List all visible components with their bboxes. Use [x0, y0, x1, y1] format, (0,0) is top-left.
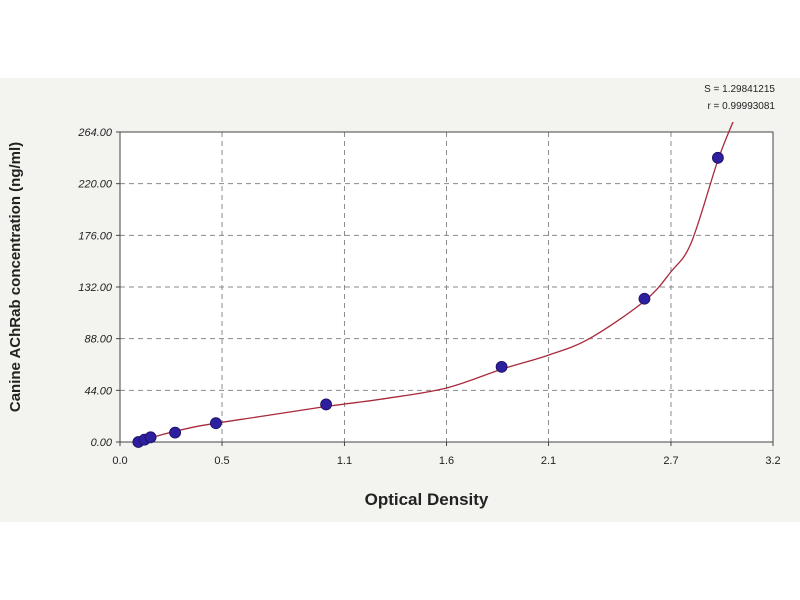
- stat-r-value: r = 0.99993081: [707, 101, 775, 112]
- data-point: [320, 398, 333, 411]
- x-tick-label: 3.2: [765, 455, 780, 467]
- x-tick-label: 0.5: [214, 455, 229, 467]
- x-tick-label: 2.7: [663, 455, 678, 467]
- data-point: [638, 292, 651, 305]
- x-tick-label: 2.1: [541, 455, 556, 467]
- y-tick-label: 132.00: [78, 282, 113, 294]
- y-tick-label: 264.00: [77, 127, 113, 139]
- data-point: [144, 431, 157, 444]
- data-point: [210, 417, 222, 430]
- data-point: [712, 151, 724, 164]
- y-tick-label: 44.00: [84, 385, 112, 397]
- data-point: [495, 360, 508, 373]
- y-tick-label: 0.00: [91, 437, 113, 449]
- x-tick-label: 0.0: [112, 455, 127, 467]
- x-tick-label: 1.1: [337, 455, 352, 467]
- y-tick-label: 220.00: [77, 179, 113, 191]
- y-tick-label: 176.00: [78, 230, 113, 242]
- y-axis-title: Canine AChRab concentration (ng/ml): [7, 142, 24, 412]
- y-tick-label: 88.00: [84, 334, 112, 346]
- x-tick-label: 1.6: [439, 455, 454, 467]
- data-point: [169, 426, 181, 439]
- x-axis-title: Optical Density: [365, 490, 489, 509]
- stat-s-value: S = 1.29841215: [704, 84, 775, 95]
